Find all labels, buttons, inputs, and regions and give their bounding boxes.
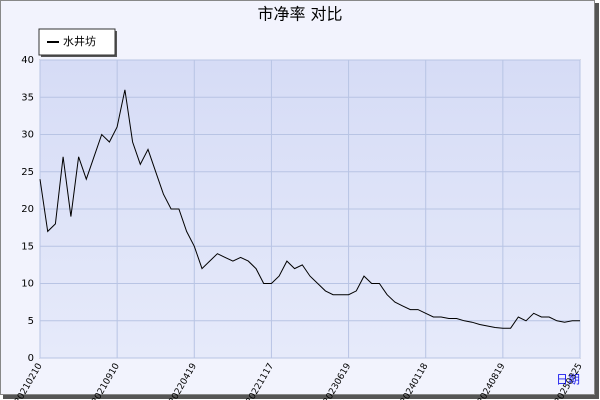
y-tick-label: 10 [21, 279, 34, 290]
y-tick-label: 35 [21, 92, 34, 103]
y-tick-label: 30 [21, 130, 34, 141]
y-tick-label: 40 [21, 55, 34, 66]
chart-title: 市净率 对比 [257, 5, 342, 24]
y-tick-label: 25 [21, 167, 34, 178]
y-tick-label: 15 [21, 241, 34, 252]
legend-label: 水井坊 [63, 34, 96, 48]
x-axis-label: 日期 [556, 373, 580, 387]
y-tick-label: 5 [28, 316, 34, 327]
line [39, 89, 580, 329]
y-tick-label: 20 [21, 204, 34, 215]
y-tick-label: 0 [28, 353, 34, 364]
